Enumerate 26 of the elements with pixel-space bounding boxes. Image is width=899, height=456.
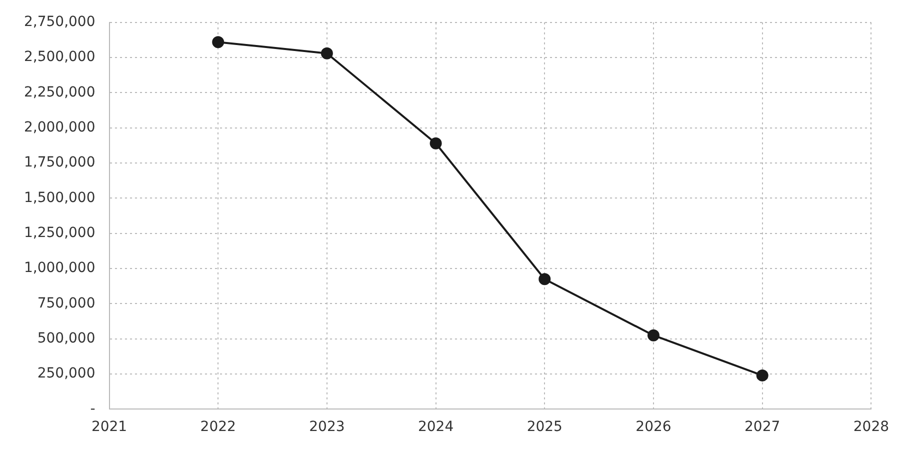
y-tick-label: 1,500,000	[24, 190, 96, 206]
point	[212, 36, 224, 48]
y-tick-label: 1,250,000	[24, 225, 96, 242]
x-tick-label: 2024	[418, 419, 454, 436]
point	[430, 137, 442, 150]
x-tick-label: 2028	[853, 419, 890, 436]
point	[647, 329, 660, 342]
x-tick-label: 2026	[636, 419, 672, 436]
point	[538, 273, 551, 286]
y-tick-label: 2,750,000	[24, 14, 96, 30]
x-tick-label: 2021	[91, 419, 128, 436]
y-tick-label: 1,000,000	[24, 260, 96, 276]
y-tick-label: 2,500,000	[24, 49, 96, 66]
x-tick-label: 2023	[309, 419, 345, 436]
y-tick-label: 2,250,000	[24, 84, 96, 100]
y-tick-label: -	[90, 400, 96, 417]
y-tick-label: 750,000	[37, 295, 96, 312]
point	[320, 47, 333, 60]
x-tick-label: 2022	[200, 419, 236, 436]
x-tick-label: 2025	[526, 419, 562, 436]
y-tick-label: 2,000,000	[24, 120, 96, 136]
x-tick-label: 2027	[744, 419, 780, 436]
y-tick-label: 250,000	[37, 366, 96, 382]
point	[756, 369, 768, 382]
y-tick-label: 500,000	[37, 330, 96, 347]
y-tick-label: 1,750,000	[24, 154, 96, 171]
